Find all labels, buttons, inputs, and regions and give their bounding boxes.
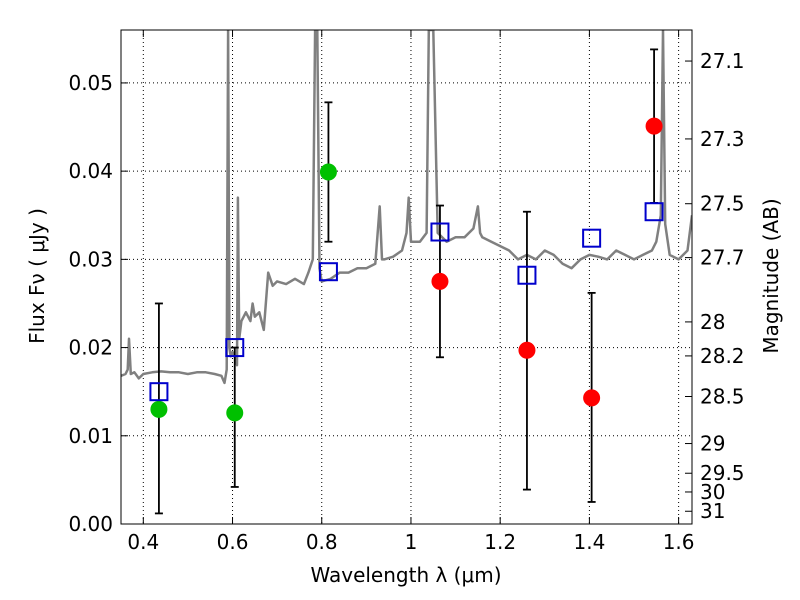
x-tick-label: 1.4: [573, 530, 605, 554]
magnitude-tick-label: 31: [700, 499, 725, 523]
data-point: [150, 400, 168, 418]
x-axis-label: Wavelength λ (μm): [310, 563, 501, 587]
y-tick-label: 0.02: [68, 336, 113, 360]
x-tick-label: 1.6: [663, 530, 695, 554]
x-tick-label: 1: [405, 530, 418, 554]
magnitude-tick-label: 30: [700, 480, 725, 504]
magnitude-tick-label: 29.5: [700, 461, 745, 485]
y-tick-label: 0.05: [68, 71, 113, 95]
plot-frame: [120, 29, 693, 525]
magnitude-tick-label: 27.1: [700, 49, 745, 73]
y-tick-label: 0.03: [68, 247, 113, 271]
data-point: [583, 389, 601, 407]
grid: [121, 30, 692, 525]
data-point: [431, 272, 449, 290]
magnitude-tick-label: 28.2: [700, 344, 745, 368]
model-point: [517, 265, 537, 285]
data-point: [226, 404, 244, 422]
model-point: [644, 202, 664, 222]
y-axis-right-label: Magnitude (AB): [759, 198, 783, 353]
y-tick-label: 0.01: [68, 424, 113, 448]
x-tick-label: 0.8: [306, 530, 338, 554]
tick-layer: 0.4 0.6 0.8 1 1.2 1.4 1.6 0.00 0.01 0.02 0.03 0.04 0…: [68, 30, 745, 554]
spectrum-line: [121, 30, 692, 385]
model-point: [430, 222, 450, 242]
errorbar-layer: [154, 48, 659, 515]
model-point: [149, 382, 169, 402]
y-tick-label: 0.00: [68, 512, 113, 536]
model-point: [225, 338, 245, 358]
data-point: [518, 341, 536, 359]
magnitude-tick-label: 28: [700, 310, 725, 334]
magnitude-tick-label: 27.7: [700, 246, 745, 270]
model-point: [582, 228, 602, 248]
magnitude-tick-label: 27.5: [700, 192, 745, 216]
x-tick-label: 0.6: [217, 530, 249, 554]
spectrum-layer: [121, 30, 692, 385]
magnitude-tick-label: 27.3: [700, 127, 745, 151]
magnitude-tick-label: 28.5: [700, 384, 745, 408]
marker-layer: [149, 117, 664, 422]
x-tick-label: 0.4: [127, 530, 159, 554]
y-tick-label: 0.04: [68, 159, 113, 183]
y-axis-label: Flux Fν ( μJy ): [25, 208, 49, 344]
data-point: [319, 163, 337, 181]
model-point: [318, 262, 338, 282]
magnitude-tick-label: 29: [700, 432, 725, 456]
x-tick-label: 1.2: [484, 530, 516, 554]
data-point: [645, 117, 663, 135]
